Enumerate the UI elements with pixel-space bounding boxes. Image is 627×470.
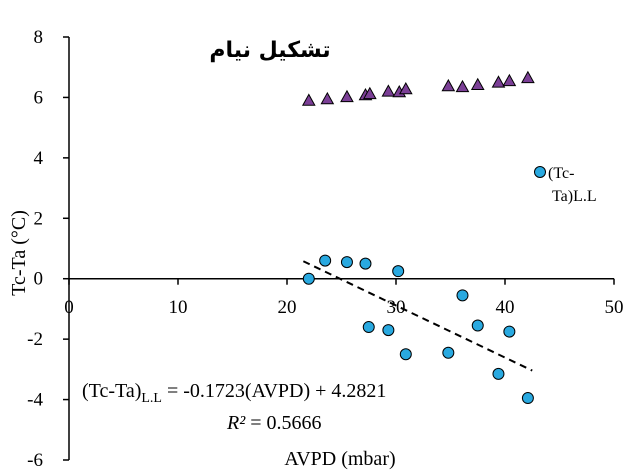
legend: (Tc- Ta)L.L [534, 165, 597, 205]
legend-label-line2: Ta)L.L [552, 188, 597, 205]
triangle-point [398, 81, 413, 95]
circle-point [503, 325, 516, 338]
circle-point [359, 257, 372, 270]
circle-point [521, 392, 534, 405]
x-tick-label: 40 [496, 297, 515, 318]
x-tick-label: 20 [278, 297, 297, 318]
equation-subscript: L.L [141, 391, 162, 406]
triangle-point [301, 93, 316, 106]
triangle-point [470, 77, 485, 91]
circle-point [302, 272, 315, 285]
r-squared-label: R² [226, 412, 246, 434]
circle-point [340, 256, 353, 269]
y-axis-label: Tc-Ta (°C) [8, 210, 30, 296]
triangle-point [502, 73, 517, 87]
circle-point [471, 319, 484, 332]
x-tick-label: 30 [387, 297, 406, 318]
legend-label-line1: (Tc- [548, 165, 574, 182]
trend-line [302, 260, 533, 372]
circle-point [456, 289, 469, 302]
y-tick-label: -4 [27, 390, 43, 411]
y-tick-label: 8 [34, 27, 44, 48]
y-tick-label: 2 [34, 208, 44, 229]
x-axis-label: AVPD (mbar) [284, 448, 395, 470]
circle-point [492, 367, 505, 380]
circle-point [319, 254, 332, 267]
x-tick-label: 50 [605, 297, 624, 318]
triangle-series [301, 70, 535, 106]
x-axis-ticks: 0 10 20 30 40 50 [64, 278, 624, 318]
y-tick-label: 0 [34, 269, 44, 290]
x-tick-label: 0 [64, 297, 74, 318]
circle-point [442, 346, 455, 359]
x-tick-label: 10 [169, 297, 188, 318]
triangle-point [362, 86, 377, 100]
triangle-point [340, 89, 354, 103]
triangle-point [441, 78, 456, 92]
r-squared: R² = 0.5666 [226, 412, 322, 434]
legend-circle-marker [534, 166, 546, 178]
circle-series [302, 254, 534, 405]
y-tick-label: 6 [34, 87, 44, 108]
triangle-point [381, 84, 396, 97]
y-tick-label: -6 [27, 450, 43, 470]
equation-lhs: (Tc-Ta) [82, 380, 141, 402]
triangle-point [521, 70, 535, 84]
y-tick-label: 4 [34, 148, 44, 169]
circle-point [399, 348, 412, 361]
chart-title: تشکیل نیام [209, 38, 330, 63]
triangle-point [491, 75, 506, 88]
circle-point [392, 265, 405, 278]
regression-equation: (Tc-Ta)L.L = -0.1723(AVPD) + 4.2821 [82, 380, 386, 406]
y-tick-label: -2 [27, 329, 43, 350]
r-squared-value: = 0.5666 [245, 412, 321, 434]
circle-point [362, 321, 375, 334]
circle-point [382, 324, 395, 337]
equation-rhs: = -0.1723(AVPD) + 4.2821 [162, 380, 386, 402]
triangle-point [320, 91, 335, 105]
triangle-point [455, 79, 470, 93]
y-axis-ticks: 8 6 4 2 0 -2 -4 -6 [27, 27, 69, 470]
